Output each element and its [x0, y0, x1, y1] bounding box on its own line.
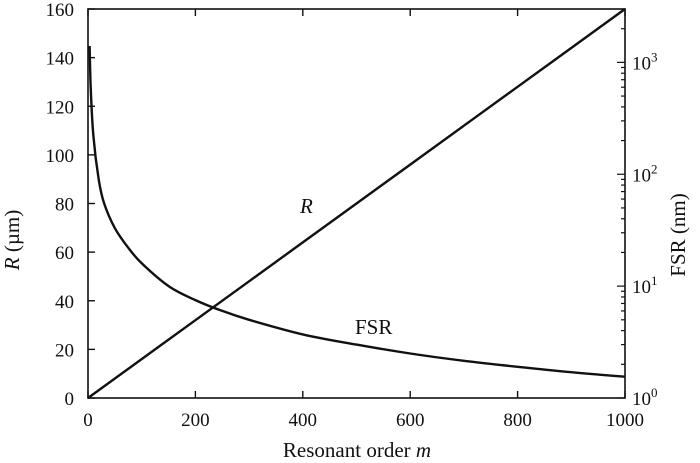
series-line-fsr — [88, 45, 626, 378]
y-right-axis-title: FSR (nm) — [666, 193, 690, 276]
y-right-tick-label: 102 — [632, 161, 658, 186]
y-left-tick-label: 120 — [46, 97, 75, 118]
series-line-r — [87, 8, 626, 399]
y-left-tick-label: 60 — [55, 243, 74, 264]
y-left-tick-label: 0 — [65, 389, 75, 410]
x-axis-title: Resonant order m — [283, 438, 431, 462]
series-layer — [87, 8, 626, 399]
y-right-tick-label: 101 — [632, 273, 658, 298]
series-label-r: R — [299, 194, 313, 218]
labels-layer: Resonant order m R (µm) FSR (nm) R FSR — [0, 193, 690, 462]
axes: 0 200 400 600 800 1000 0 20 40 60 80 100 120 140 160 10… — [46, 0, 658, 431]
x-tick-label: 200 — [181, 410, 210, 431]
series-label-fsr: FSR — [355, 315, 392, 339]
x-tick-label: 800 — [503, 410, 532, 431]
x-tick-label: 600 — [396, 410, 425, 431]
x-tick-label: 400 — [289, 410, 318, 431]
y-left-tick-label: 20 — [55, 340, 74, 361]
y-left-tick-label: 40 — [55, 292, 74, 313]
y-left-axis-title: R (µm) — [0, 210, 24, 272]
y-left-tick-label: 80 — [55, 195, 74, 216]
y-right-tick-label: 100 — [632, 385, 658, 410]
y-left-tick-label: 100 — [46, 146, 75, 167]
x-tick-label: 1000 — [606, 410, 644, 431]
y-left-tick-label: 140 — [46, 49, 75, 70]
x-tick-label: 0 — [83, 410, 93, 431]
y-right-tick-label: 103 — [632, 49, 658, 74]
y-left-tick-label: 160 — [46, 0, 75, 21]
